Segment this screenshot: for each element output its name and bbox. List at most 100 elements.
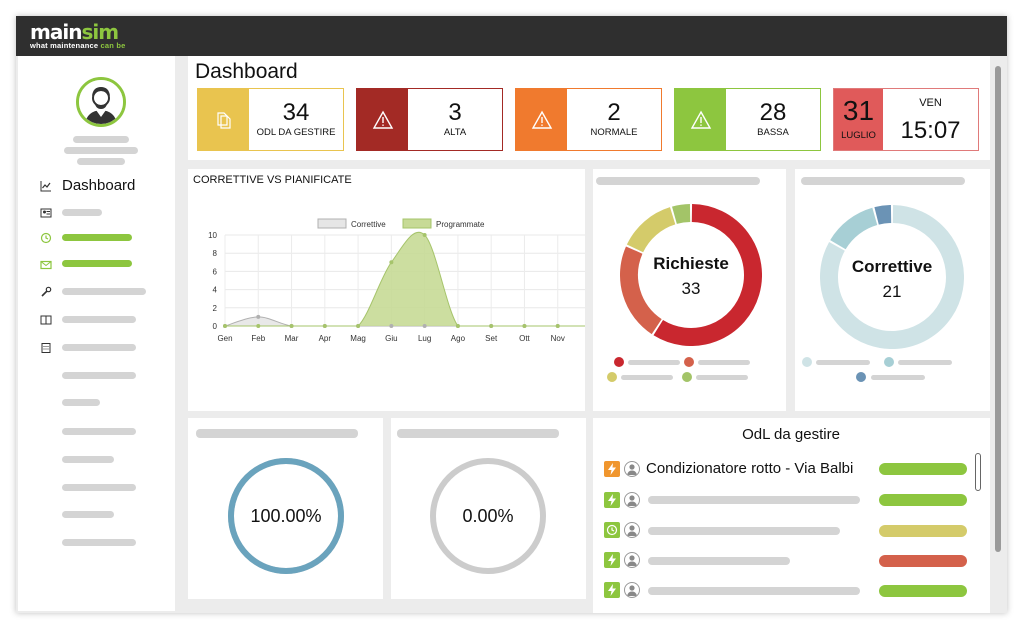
y-tick-label: 4 (213, 286, 218, 295)
contacts-icon (40, 208, 52, 218)
mainsim-logo[interactable]: mainsim what maintenance can be (30, 22, 125, 50)
data-point (455, 324, 460, 328)
logo-main-b: sim (81, 20, 119, 44)
data-point (389, 324, 394, 328)
documents-icon (216, 111, 231, 129)
sidebar-item-13[interactable] (62, 511, 114, 518)
card-value: 3 (448, 99, 462, 126)
data-point (322, 324, 327, 328)
correttive-total: 21 (882, 282, 902, 301)
sidebar-item-14[interactable] (62, 539, 136, 546)
card-normale[interactable]: 2 NORMALE (515, 88, 662, 151)
bolt-icon (604, 461, 620, 477)
legend-dot (802, 357, 812, 367)
sidebar-item-7[interactable] (62, 344, 136, 351)
legend-label (621, 375, 673, 380)
date-time-card: 31 LUGLIO VEN 15:07 (833, 88, 979, 151)
x-tick-label: Mag (350, 334, 366, 343)
data-point (555, 324, 560, 328)
bolt-icon (604, 582, 620, 598)
data-point (422, 324, 427, 328)
donut-slice (820, 205, 964, 349)
user-icon (624, 552, 640, 568)
user-icon (624, 582, 640, 598)
warning-icon (531, 110, 552, 129)
sidebar-item-12[interactable] (62, 484, 136, 491)
sidebar-item-2[interactable] (62, 209, 102, 216)
chart-icon (40, 181, 51, 192)
legend-dot (607, 372, 617, 382)
card-label: NORMALE (590, 127, 638, 138)
correttive-title: Correttive (851, 257, 933, 276)
donut-slice (830, 207, 878, 250)
legend-swatch (402, 218, 432, 229)
richieste-center: Richieste 33 (620, 254, 762, 299)
logo-tag-b: can be (100, 41, 126, 50)
clock-icon (604, 522, 620, 538)
correttive-donut (820, 205, 964, 349)
y-tick-label: 0 (213, 322, 218, 331)
legend-label (696, 375, 748, 380)
legend-label (816, 360, 870, 365)
donut-slice (672, 204, 691, 224)
card-label: ALTA (443, 127, 467, 138)
odl-row-text-placeholder (648, 557, 790, 565)
bolt-icon (604, 552, 620, 568)
odl-title: OdL da gestire (742, 426, 840, 443)
data-point (356, 324, 361, 328)
gauge-1-value: 100.00% (250, 506, 322, 526)
richieste-panel-title (596, 177, 760, 185)
donut-slice (874, 205, 892, 225)
status-pill (879, 463, 967, 475)
legend-dot (682, 372, 692, 382)
status-pill (879, 585, 967, 597)
legend-dot (684, 357, 694, 367)
warning-icon (690, 110, 711, 129)
odl-row-text-placeholder (648, 496, 860, 504)
x-tick-label: Apr (319, 334, 332, 343)
data-point (223, 324, 227, 328)
sidebar-item-9[interactable] (62, 399, 100, 406)
clock-time: 15:07 (900, 117, 961, 144)
gauge-1-ring (228, 458, 344, 574)
card-odl-da-gestire[interactable]: 34 ODL DA GESTIRE (197, 88, 344, 151)
odl-scrollbar[interactable] (975, 453, 981, 491)
logo-tag-a: what maintenance (30, 41, 101, 50)
user-role-placeholder (64, 147, 138, 154)
correttive-panel-title (801, 177, 965, 185)
user-icon (624, 522, 640, 538)
sidebar-item-4[interactable] (62, 260, 132, 267)
odl-row-text-placeholder (648, 527, 840, 535)
card-label: BASSA (757, 127, 789, 138)
richieste-title: Richieste (653, 254, 729, 273)
data-point (389, 260, 394, 265)
sidebar-item-11[interactable] (62, 456, 114, 463)
sidebar-item-6[interactable] (62, 316, 136, 323)
sidebar-item-dashboard[interactable]: Dashboard (62, 177, 136, 194)
donut-slice (626, 207, 676, 253)
top-bar: mainsim what maintenance can be (16, 16, 1007, 56)
status-pill (879, 555, 967, 567)
logo-wordmark: mainsim (30, 22, 125, 42)
mail-icon (40, 260, 52, 270)
sidebar-item-10[interactable] (62, 428, 136, 435)
sidebar-item-8[interactable] (62, 372, 136, 379)
legend-label: Correttive (351, 220, 386, 229)
status-pill (879, 494, 967, 506)
card-icon-box (198, 89, 249, 150)
legend-dot (614, 357, 624, 367)
donut-slice (653, 204, 762, 346)
card-alta[interactable]: 3 ALTA (356, 88, 503, 151)
history-icon (40, 232, 52, 244)
warning-icon (372, 110, 393, 129)
sidebar-item-3[interactable] (62, 234, 132, 241)
card-icon-box (357, 89, 408, 150)
legend-swatch (317, 218, 347, 229)
card-bassa[interactable]: 28 BASSA (674, 88, 821, 151)
card-value: 2 (607, 99, 621, 126)
sidebar-item-5[interactable] (62, 288, 146, 295)
legend-label: Programmate (436, 220, 485, 229)
richieste-total: 33 (681, 279, 701, 298)
main-scrollbar[interactable] (995, 66, 1001, 552)
user-avatar-icon[interactable] (76, 77, 126, 127)
